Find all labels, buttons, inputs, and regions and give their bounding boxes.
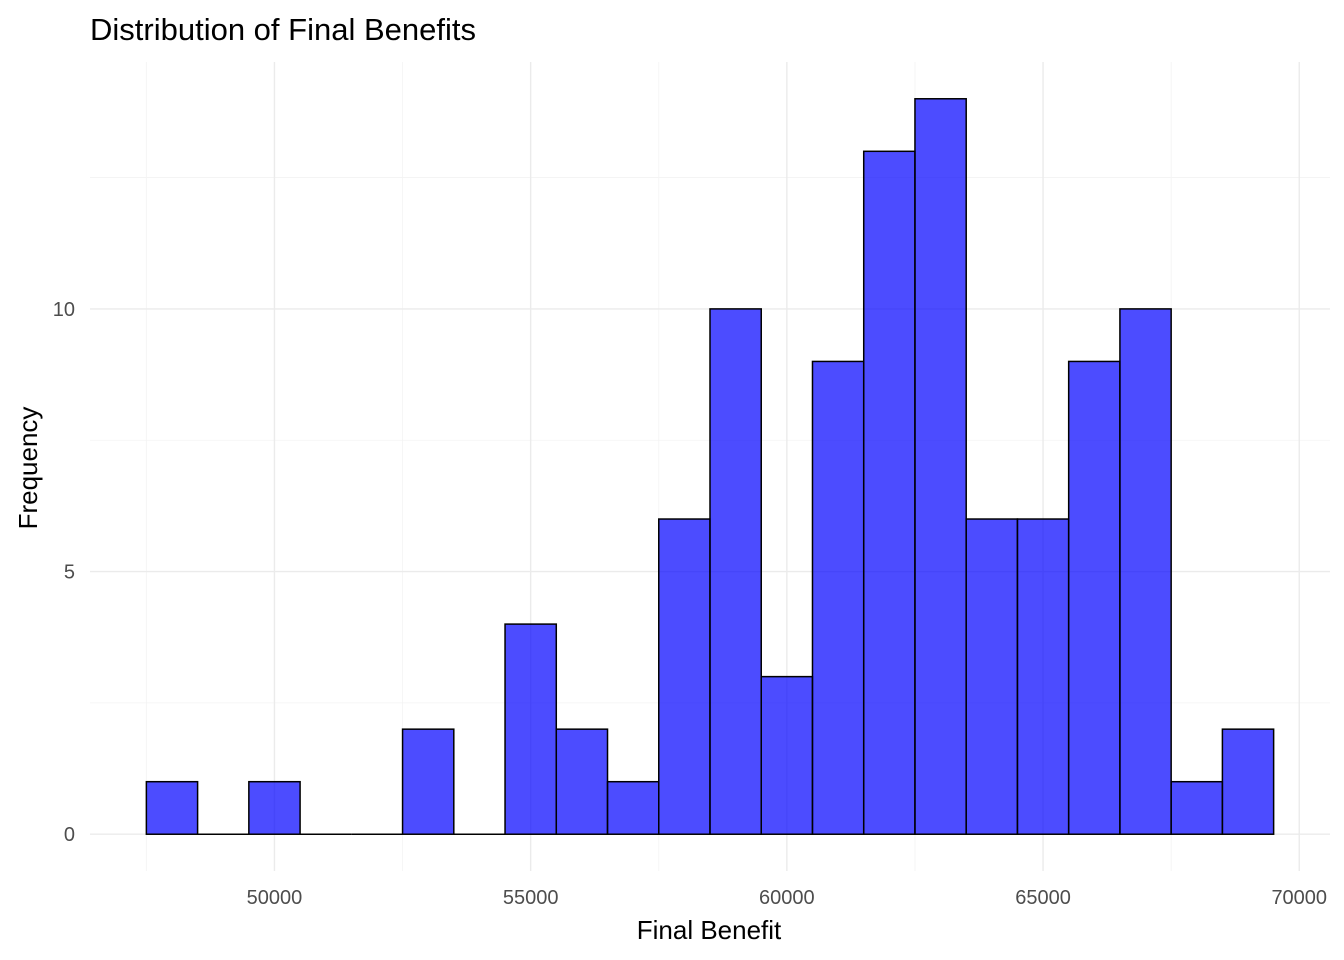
histogram-bar	[658, 518, 711, 835]
bars	[145, 98, 1275, 835]
histogram-bar	[1221, 728, 1275, 835]
histogram-bar	[965, 518, 1019, 835]
histogram-bar	[811, 360, 865, 835]
x-axis-title: Final Benefit	[637, 915, 782, 945]
x-tick-label: 50000	[247, 887, 303, 909]
histogram-bar	[1119, 308, 1172, 835]
histogram-bar	[1170, 780, 1224, 835]
y-axis-tick-labels: 0 5 10	[53, 299, 75, 846]
x-tick-label: 70000	[1271, 887, 1327, 909]
x-tick-label: 60000	[759, 887, 815, 909]
chart-title: Distribution of Final Benefits	[90, 12, 476, 47]
histogram-bar	[606, 780, 660, 835]
y-tick-label: 0	[64, 824, 75, 846]
histogram-bar	[1016, 518, 1070, 835]
y-tick-label: 5	[64, 562, 75, 584]
histogram-bar	[401, 728, 455, 835]
histogram-bar	[914, 98, 967, 835]
histogram-bar	[709, 308, 762, 835]
histogram-bar	[145, 780, 199, 835]
histogram-bar	[504, 623, 558, 835]
histogram-bar	[862, 150, 916, 835]
histogram-bar	[760, 675, 814, 835]
histogram-bar	[1067, 360, 1121, 835]
x-tick-label: 55000	[503, 887, 559, 909]
x-axis-tick-labels: 50000 55000 60000 65000 70000	[247, 887, 1327, 909]
histogram-bar	[555, 728, 609, 835]
histogram-bar	[248, 780, 301, 835]
x-tick-label: 65000	[1015, 887, 1071, 909]
y-tick-label: 10	[53, 299, 75, 321]
y-axis-title: Frequency	[13, 407, 43, 530]
